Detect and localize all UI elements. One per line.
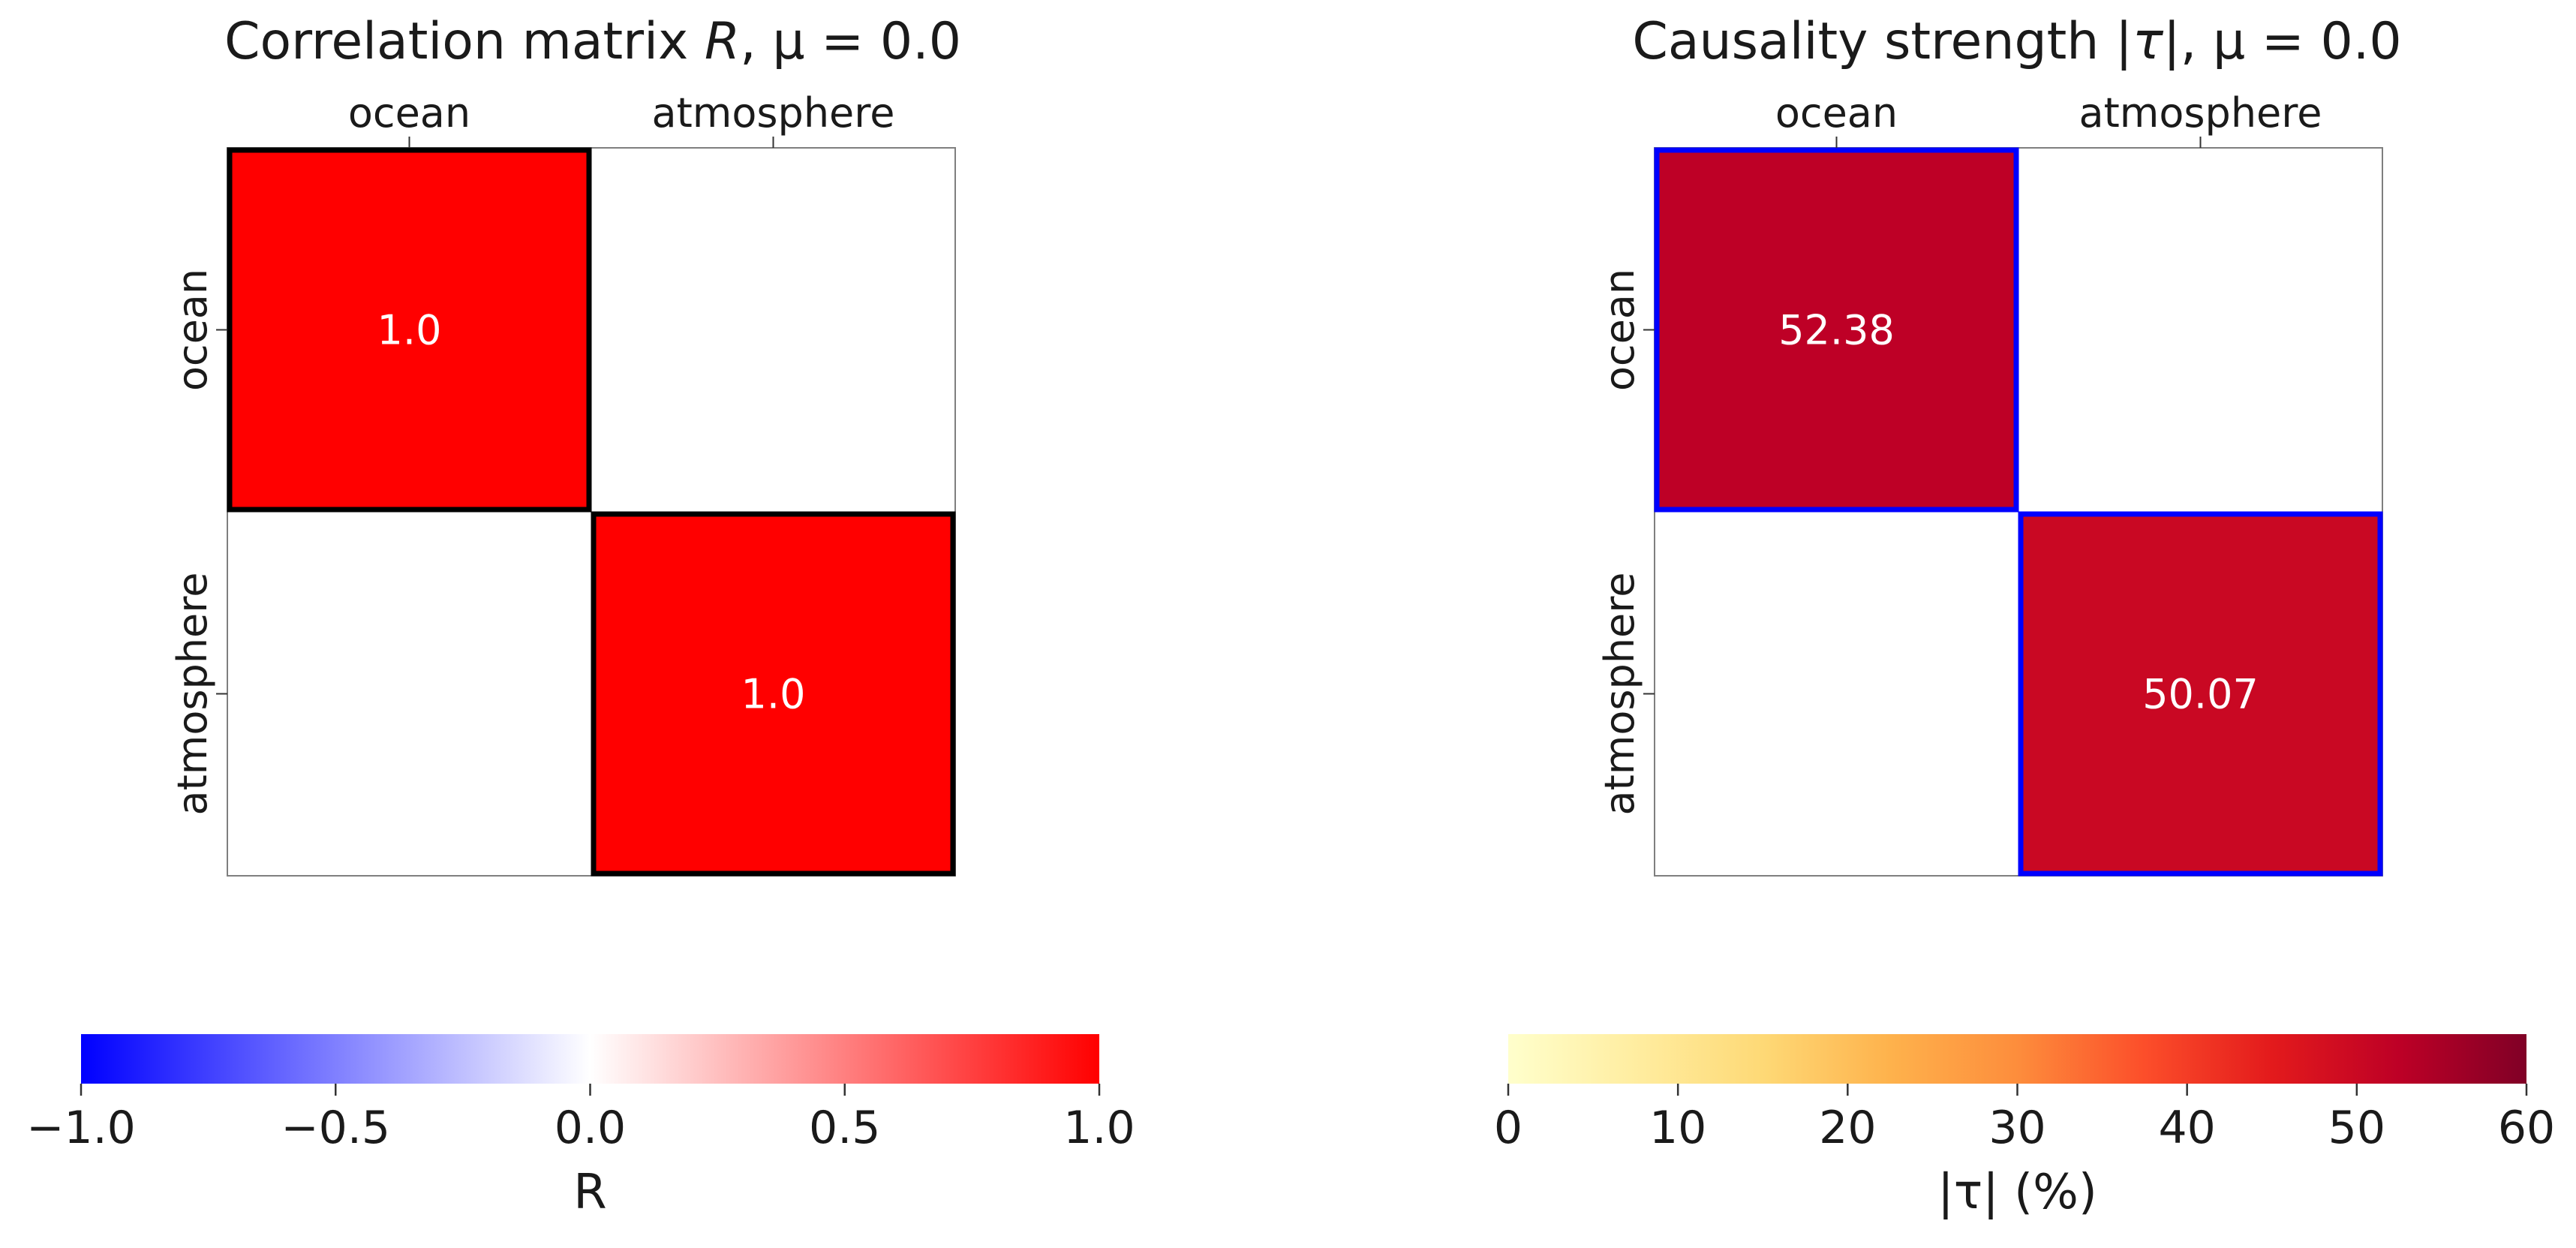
correlation-title: Correlation matrix R, μ = 0.0 xyxy=(224,12,961,71)
column-label-atmosphere: atmosphere xyxy=(2079,89,2322,137)
heatmap-cell-ocean-ocean xyxy=(1654,147,2019,513)
colorbar-tick-label: 0.5 xyxy=(809,1102,880,1154)
colorbar-tick-label: 0.0 xyxy=(555,1102,626,1154)
cell-value-label: 1.0 xyxy=(741,671,806,718)
colorbar-tick-label: 0 xyxy=(1494,1102,1522,1154)
colorbar-gradient xyxy=(1508,1034,2526,1084)
heatmap-cell-ocean-ocean xyxy=(227,147,592,513)
row-label-ocean: ocean xyxy=(169,269,216,391)
colorbar-tick-label: −0.5 xyxy=(281,1102,390,1154)
colorbar-tick-label: 30 xyxy=(1988,1102,2045,1154)
colorbar-tick-label: 10 xyxy=(1649,1102,1706,1154)
correlation-axis-ticks: ocean atmosphere ocean atmosphere xyxy=(169,89,895,816)
colorbar-axis-label: R xyxy=(573,1165,606,1220)
colorbar-gradient xyxy=(81,1034,1099,1084)
colorbar-tick-label: 40 xyxy=(2158,1102,2215,1154)
correlation-heatmap: 1.0 1.0 xyxy=(227,147,956,877)
colorbar-tick-label: 1.0 xyxy=(1063,1102,1135,1154)
colorbar-tick-label: −1.0 xyxy=(26,1102,136,1154)
colorbar-tick-label: 20 xyxy=(1819,1102,1876,1154)
column-label-ocean: ocean xyxy=(348,89,470,137)
correlation-panel: Correlation matrix R, μ = 0.0 1.0 1.0 oce… xyxy=(26,12,1135,1220)
cell-value-label: 1.0 xyxy=(377,307,442,354)
cell-value-label: 50.07 xyxy=(2142,671,2259,718)
causality-colorbar: 0 10 20 30 40 50 60 |τ| (%) xyxy=(1494,1034,2555,1220)
row-label-atmosphere: atmosphere xyxy=(1596,573,1643,816)
row-label-ocean: ocean xyxy=(1596,269,1643,391)
heatmap-cell-atmosphere-atmosphere xyxy=(2018,511,2383,877)
heatmap-cell-atmosphere-atmosphere xyxy=(591,511,956,877)
causality-panel: Causality strength |τ|, μ = 0.0 52.38 50.… xyxy=(1494,12,2555,1220)
row-label-atmosphere: atmosphere xyxy=(169,573,216,816)
cell-value-label: 52.38 xyxy=(1778,307,1895,354)
colorbar-tick-label: 60 xyxy=(2498,1102,2555,1154)
causality-axis-ticks: ocean atmosphere ocean atmosphere xyxy=(1596,89,2322,816)
colorbar-axis-label: |τ| (%) xyxy=(1937,1165,2097,1220)
column-label-atmosphere: atmosphere xyxy=(652,89,895,137)
column-label-ocean: ocean xyxy=(1775,89,1898,137)
causality-heatmap: 52.38 50.07 xyxy=(1654,147,2383,877)
colorbar-tick-label: 50 xyxy=(2328,1102,2385,1154)
causality-title: Causality strength |τ|, μ = 0.0 xyxy=(1632,12,2401,71)
correlation-colorbar: −1.0 −0.5 0.0 0.5 1.0 R xyxy=(26,1034,1135,1220)
